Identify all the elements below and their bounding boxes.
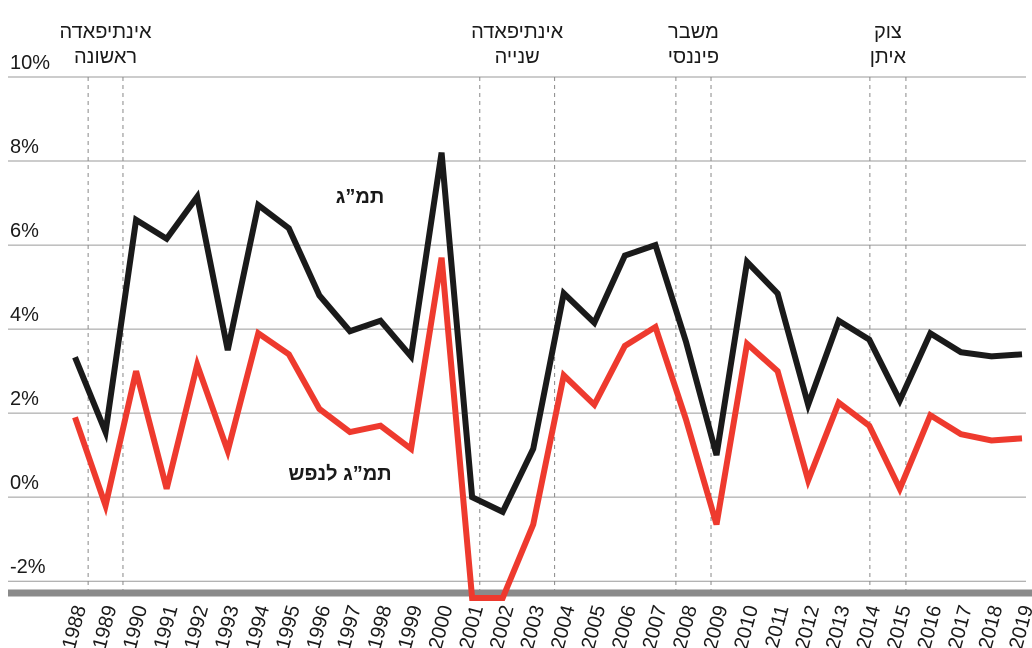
x-tick-label: 2009 <box>700 603 733 648</box>
y-tick-label: 2% <box>10 388 39 410</box>
x-tick-label: 1998 <box>364 603 397 648</box>
x-tick-label: 1999 <box>394 603 427 648</box>
event-label: צוק <box>874 21 902 43</box>
x-tick-label: 2013 <box>822 603 855 648</box>
y-tick-label: 4% <box>10 304 39 326</box>
x-tick-label: 2000 <box>425 603 458 648</box>
event-label: איתן <box>870 46 907 68</box>
x-tick-label: 1989 <box>89 603 122 648</box>
x-tick-label: 1996 <box>303 603 336 648</box>
x-tick-label: 2017 <box>944 603 977 648</box>
x-tick-label: 2002 <box>486 603 519 648</box>
x-tick-label: 1991 <box>150 603 183 648</box>
x-tick-label: 2008 <box>669 603 702 648</box>
y-tick-label: -2% <box>10 556 46 578</box>
x-tick-label: 2006 <box>608 603 641 648</box>
x-tick-label: 1997 <box>333 603 366 648</box>
event-label: אינתיפאדה <box>60 21 153 43</box>
y-tick-label: 0% <box>10 472 39 494</box>
legend-label: תמ”ג <box>336 186 384 208</box>
event-label: פיננסי <box>668 46 719 68</box>
x-tick-label: 1990 <box>119 603 152 648</box>
x-tick-label: 2001 <box>455 603 488 648</box>
x-tick-label: 2019 <box>1005 603 1032 648</box>
x-tick-label: 2014 <box>852 603 885 648</box>
y-tick-label: 8% <box>10 136 39 158</box>
x-tick-label: 2011 <box>761 603 793 648</box>
x-tick-label: 2005 <box>577 603 610 648</box>
x-tick-label: 2015 <box>883 603 916 648</box>
x-tick-label: 1995 <box>272 603 305 648</box>
x-tick-label: 2016 <box>914 603 947 648</box>
series-line <box>72 152 1023 516</box>
event-label: שנייה <box>495 46 540 68</box>
event-label: משבר <box>668 21 719 43</box>
series-line <box>72 257 1023 601</box>
x-tick-label: 2004 <box>547 603 580 648</box>
y-tick-label: 10% <box>10 52 50 74</box>
x-tick-label: 2007 <box>639 603 672 648</box>
x-tick-label: 1992 <box>180 603 213 648</box>
x-tick-label: 1988 <box>58 603 91 648</box>
y-tick-label: 6% <box>10 220 39 242</box>
x-tick-label: 1994 <box>241 603 274 648</box>
x-tick-label: 2012 <box>791 603 824 648</box>
x-tick-label: 1993 <box>211 603 244 648</box>
legend-label: תמ”ג לנפש <box>288 463 391 485</box>
x-tick-label: 2018 <box>975 603 1008 648</box>
x-tick-label: 2003 <box>516 603 549 648</box>
event-label: אינתיפאדה <box>471 21 564 43</box>
event-label: ראשונה <box>74 46 137 68</box>
x-tick-label: 2010 <box>730 603 763 648</box>
